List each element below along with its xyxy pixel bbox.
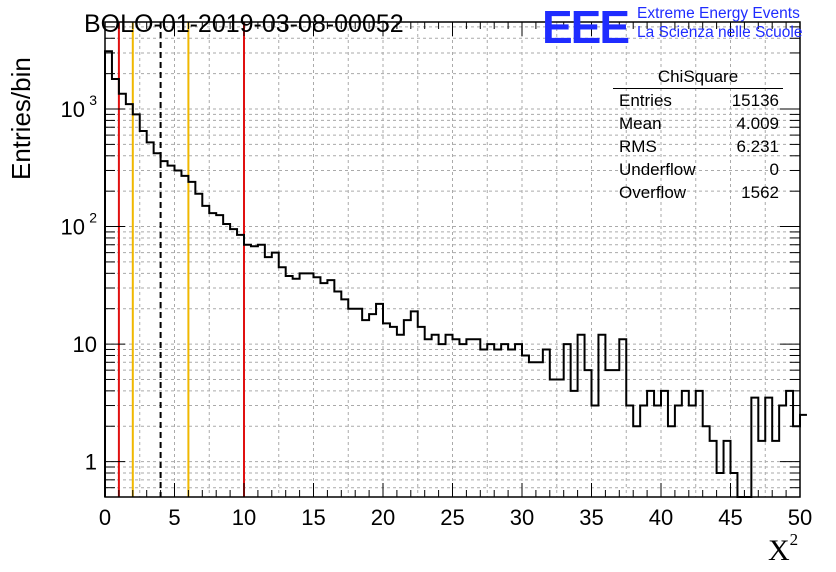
stats-value: 4.009 (736, 114, 779, 133)
stats-label: Overflow (619, 183, 687, 202)
y-tick-label: 10 (61, 215, 85, 240)
stats-row-overflow: Overflow 1562 (613, 181, 783, 204)
x-tick-label: 15 (301, 505, 325, 530)
stats-value: 0 (769, 160, 779, 179)
stats-title: ChiSquare (613, 66, 783, 89)
stats-label: RMS (619, 137, 657, 156)
x-tick-label: 35 (579, 505, 603, 530)
x-axis-label: X2 (768, 530, 798, 568)
histogram-title: BOLO-01-2019-03-08-00052 (84, 10, 404, 38)
grid-layer (105, 22, 800, 498)
x-tick-label: 30 (510, 505, 534, 530)
y-tick-label: 10 (61, 97, 85, 122)
stats-row-mean: Mean 4.009 (613, 112, 783, 135)
x-tick-label: 45 (718, 505, 742, 530)
y-axis-label-text: Entries/bin (6, 57, 36, 180)
stats-label: Underflow (619, 160, 696, 179)
stats-value: 15136 (731, 91, 779, 110)
x-axis-label-text: X (768, 534, 790, 567)
histogram-series (104, 50, 807, 498)
reference-lines (117, 22, 245, 497)
x-tick-label: 50 (788, 505, 812, 530)
stats-value: 6.231 (736, 137, 779, 156)
stats-box: ChiSquare Entries 15136 Mean 4.009 RMS 6.23… (613, 66, 783, 204)
x-axis-label-superscript: 2 (789, 530, 799, 549)
stats-label: Mean (619, 114, 662, 133)
stats-label: Entries (619, 91, 672, 110)
y-tick-label-exponent: 2 (89, 210, 97, 226)
eee-logo: EEE (542, 1, 630, 53)
x-tick-label: 40 (649, 505, 673, 530)
stats-value: 1562 (741, 183, 779, 202)
y-tick-label: 10 (73, 332, 97, 357)
x-tick-label: 5 (168, 505, 180, 530)
stats-row-underflow: Underflow 0 (613, 158, 783, 181)
x-tick-label: 10 (232, 505, 256, 530)
y-axis-label: Entries/bin (6, 57, 37, 180)
y-tick-label-exponent: 3 (89, 92, 97, 108)
stats-row-entries: Entries 15136 (613, 89, 783, 112)
logo-line-1: Extreme Energy Events (637, 5, 800, 22)
histogram-outline (104, 50, 807, 498)
x-tick-label: 20 (371, 505, 395, 530)
x-tick-label: 0 (99, 505, 111, 530)
y-tick-label: 1 (85, 450, 97, 475)
stats-row-rms: RMS 6.231 (613, 135, 783, 158)
x-tick-label: 25 (440, 505, 464, 530)
logo-line-2: La Scienza nelle Scuole (637, 24, 803, 41)
